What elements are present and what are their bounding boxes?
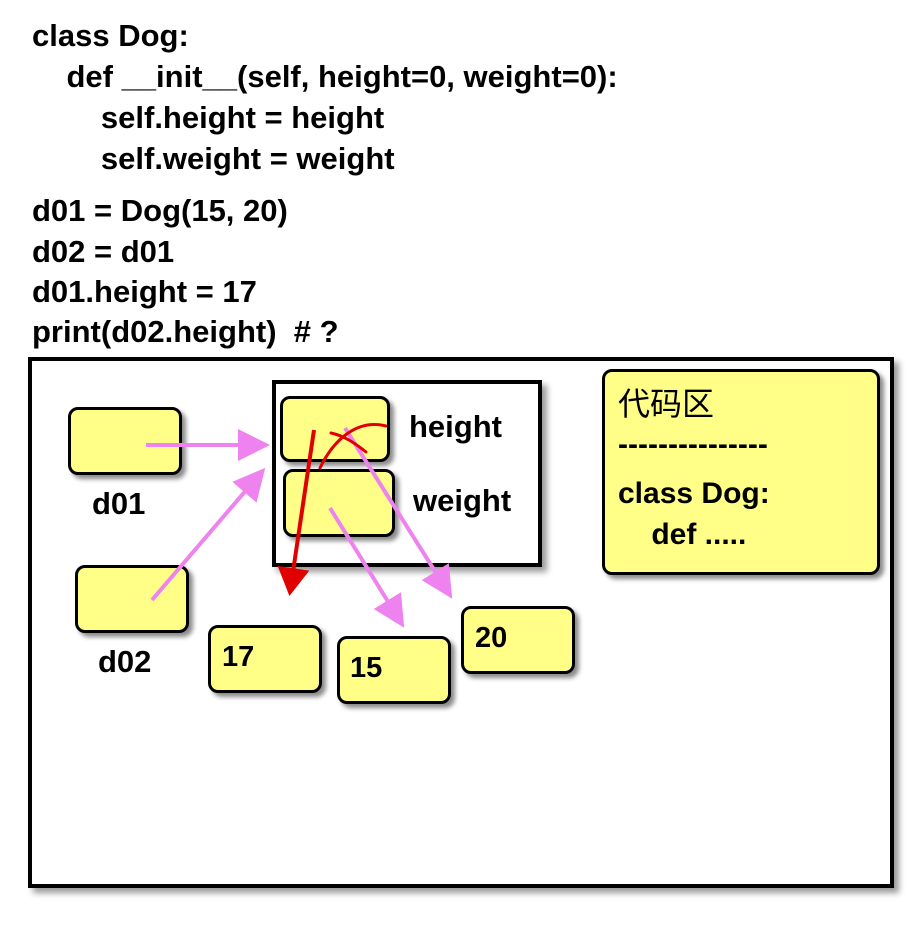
height-slot: [280, 396, 390, 462]
weight-to-15-arrow: [328, 506, 405, 628]
value-15: 15: [350, 652, 383, 684]
d02-label: d02: [98, 644, 152, 679]
value-box-20: [461, 606, 575, 674]
code-line-print: print(d02.height) # ?: [32, 314, 339, 349]
value-17: 17: [222, 641, 255, 673]
value-box-17: [208, 625, 322, 693]
code-line-d02-assign: d02 = d01: [32, 234, 175, 269]
height-attribute-label: height: [409, 409, 502, 444]
code-area-title: 代码区: [618, 385, 715, 423]
d01-variable-box: [68, 407, 182, 475]
code-line-self-weight: self.weight = weight: [32, 141, 395, 176]
code-area-box: 代码区 --------------- class Dog: def .....: [602, 369, 880, 575]
code-area-class-line: class Dog:: [618, 477, 770, 510]
code-line-self-height: self.height = height: [32, 100, 385, 135]
code-line-d01-assign: d01 = Dog(15, 20): [32, 193, 288, 228]
code-line-def: def __init__(self, height=0, weight=0):: [32, 59, 618, 94]
old-height-to-20-arrow: [343, 426, 453, 599]
value-box-15: [337, 636, 451, 704]
cross-out-mark: [318, 423, 388, 470]
code-area-separator: ---------------: [618, 428, 768, 461]
d01-label: d01: [92, 486, 146, 521]
value-20: 20: [475, 622, 508, 654]
code-line-class: class Dog:: [32, 18, 189, 53]
weight-attribute-label: weight: [413, 483, 512, 518]
code-area-def-line: def .....: [618, 518, 747, 551]
height-to-17-arrow: [277, 429, 316, 596]
d02-to-object-arrow: [150, 467, 266, 602]
code-line-height-update: d01.height = 17: [32, 274, 257, 309]
